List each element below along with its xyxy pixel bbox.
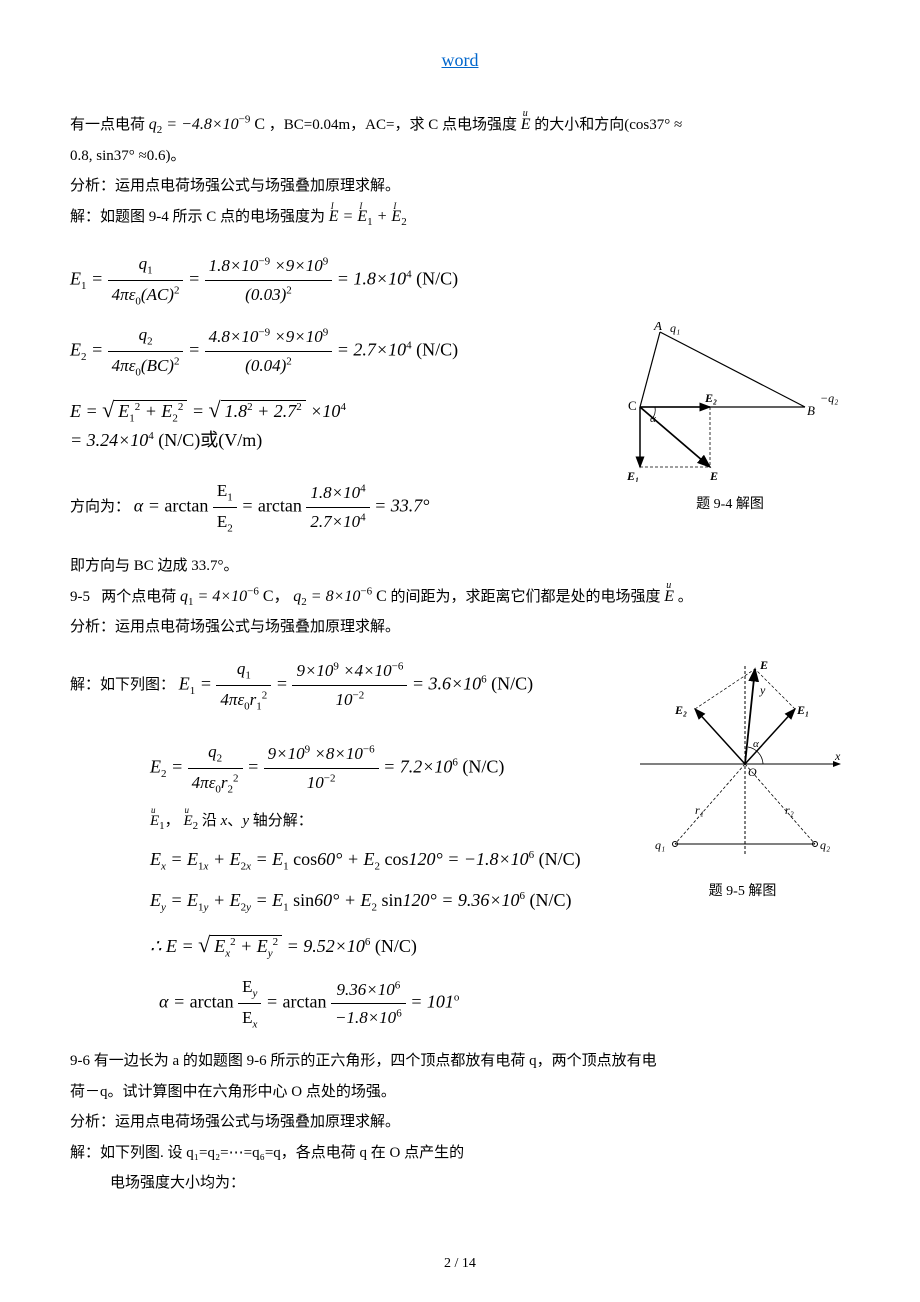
svg-text:q₁: q₁	[655, 838, 665, 852]
svg-text:r₁: r₁	[695, 803, 704, 817]
p94-line2: 0.8, sin37° ≈0.6)。	[70, 142, 850, 171]
svg-text:x: x	[834, 749, 841, 763]
p94-conclusion: 即方向与 BC 边成 33.7°。	[70, 552, 850, 581]
p94-E1: E1 = q14πε0(AC)2 = 1.8×10−9 ×9×109(0.03)…	[70, 251, 850, 310]
p95-alpha: α = arctan EyEx = arctan 9.36×106−1.8×10…	[70, 974, 850, 1033]
p96-line2: 荷－q。试计算图中在六角形中心 O 点处的场强。	[70, 1078, 850, 1107]
svg-text:C: C	[628, 398, 637, 413]
svg-text:O: O	[748, 765, 757, 779]
diagram-9-5-caption: 题 9-5 解图	[635, 880, 850, 900]
svg-text:α: α	[650, 413, 656, 425]
svg-text:E: E	[759, 658, 768, 672]
p94-analysis: 分析：运用点电荷场强公式与场强叠加原理求解。	[70, 172, 850, 201]
text: 解：如下列图：	[70, 677, 175, 693]
p94-solution-intro: 解：如题图 9-4 所示 C 点的电场强度为 IE = IE1 + IE2	[70, 203, 850, 232]
svg-text:E₁: E₁	[796, 703, 809, 717]
svg-text:E₂: E₂	[704, 391, 717, 405]
text: 沿 x、y 轴分解：	[202, 813, 313, 829]
p95-analysis: 分析：运用点电荷场强公式与场强叠加原理求解。	[70, 613, 850, 642]
p96-solution2: 电场强度大小均为：	[70, 1169, 850, 1198]
svg-text:y: y	[759, 683, 766, 697]
p95-heading: 9-5 两个点电荷 q1 = 4×10−6 C， q2 = 8×10−6 C 的…	[70, 583, 850, 612]
p96-analysis: 分析：运用点电荷场强公式与场强叠加原理求解。	[70, 1108, 850, 1137]
text: 。	[678, 589, 693, 605]
page-header-link: word	[70, 50, 850, 71]
svg-text:B: B	[807, 403, 815, 418]
diagram-9-5-svg: E y α E₁ E₂ O x r₁ r₂ q₁ q₂	[635, 654, 850, 869]
svg-text:q₂: q₂	[820, 838, 830, 852]
text: 的间距为，求距离它们都是处的电场强度	[391, 589, 661, 605]
svg-text:q₁: q₁	[670, 322, 680, 335]
p96-solution1: 解：如下列图. 设 q₁=q₂=⋯=q₆=q，各点电荷 q 在 O 点产生的	[70, 1139, 850, 1168]
text: 两个点电荷	[101, 589, 176, 605]
diagram-9-4-svg: A q₁ C α E₂ B −q₂ E₁ E	[610, 322, 850, 482]
diagram-9-4-caption: 题 9-4 解图	[610, 493, 850, 513]
svg-text:E: E	[709, 469, 718, 482]
p96-line1: 9-6 有一边长为 a 的如题图 9-6 所示的正六角形，四个顶点都放有电荷 q…	[70, 1047, 850, 1076]
page: word 有一点电荷 q2 = −4.8×10−9 C ，BC=0.04m，AC…	[0, 0, 920, 1302]
text: ，BC=0.04m，AC=，求 C 点电场强度	[269, 117, 517, 133]
text: 方向为：	[70, 498, 130, 514]
text: 解：如题图 9-4 所示 C 点的电场强度为	[70, 209, 325, 225]
p95-Etotal: ∴ E = √Ex2 + Ey2 = 9.52×106 (N/C)	[70, 928, 850, 962]
diagram-9-5: E y α E₁ E₂ O x r₁ r₂ q₁ q₂ 题 9-5 解图	[635, 654, 850, 900]
text: 9-5	[70, 589, 90, 605]
text: 的大小和方向(cos37° ≈	[534, 117, 682, 133]
svg-text:α: α	[753, 738, 759, 750]
svg-text:E₂: E₂	[674, 703, 687, 717]
svg-text:E₁: E₁	[626, 469, 639, 482]
page-footer: 2 / 14	[0, 1256, 920, 1272]
p94-intro: 有一点电荷 q2 = −4.8×10−9 C ，BC=0.04m，AC=，求 C…	[70, 111, 850, 140]
text: 有一点电荷	[70, 117, 145, 133]
svg-text:A: A	[653, 322, 662, 333]
diagram-9-4: A q₁ C α E₂ B −q₂ E₁ E 题 9-4 解图	[610, 322, 850, 513]
svg-text:−q₂: −q₂	[820, 391, 838, 405]
svg-text:r₂: r₂	[785, 803, 794, 817]
